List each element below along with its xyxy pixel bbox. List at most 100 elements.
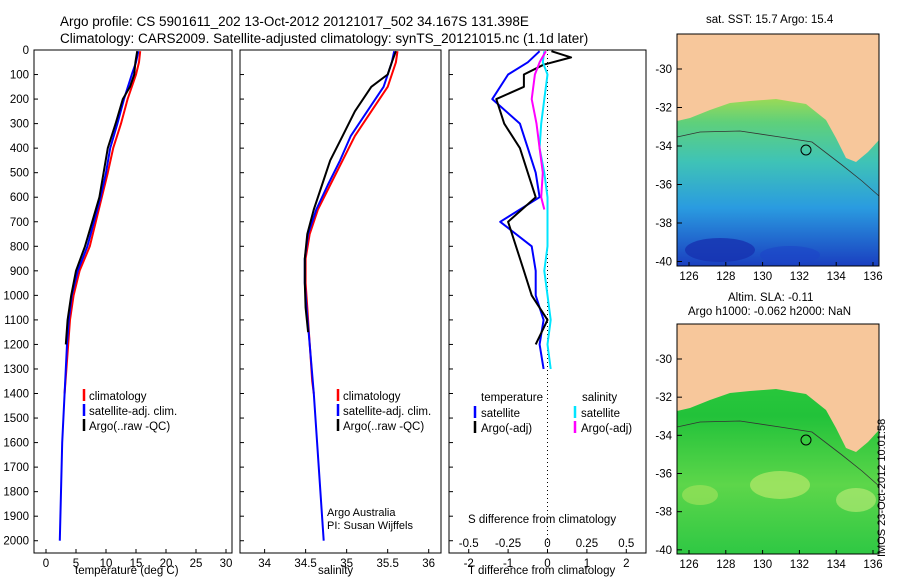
x-tick-label: 35.5	[376, 558, 398, 570]
x-tick-label: 15	[130, 558, 143, 570]
map-lat-tick-label: -30	[655, 64, 672, 76]
x-tick-label: 0	[43, 558, 49, 570]
legend-entry: Argo(-adj)	[481, 423, 532, 435]
argo-raw-qc--series	[303, 50, 397, 333]
x-tick-label: -2	[464, 558, 474, 570]
legend-header: salinity	[582, 392, 617, 404]
legend-entry: satellite-adj. clim.	[343, 406, 431, 418]
map-lat-tick-label: -34	[655, 141, 672, 153]
map-lat-tick-label: -40	[655, 545, 672, 557]
s-difference-tick-label: -0.25	[495, 538, 521, 550]
map-lon-tick-label: 126	[679, 559, 698, 571]
sla-map-frame	[676, 323, 880, 555]
depth-tick-label: 1700	[3, 462, 29, 474]
depth-tick-label: 1000	[3, 290, 29, 302]
x-tick-label: 36	[422, 558, 435, 570]
x-tick-label: 30	[220, 558, 233, 570]
temperature-argo-adj--series	[495, 50, 573, 345]
s-difference-tick-label: -0.5	[459, 538, 479, 550]
s-difference-tick-label: 0.25	[576, 538, 598, 550]
map-lat-tick-label: -30	[655, 354, 672, 366]
sst-map-title: sat. SST: 15.7 Argo: 15.4	[706, 14, 834, 26]
x-tick-label: 5	[73, 558, 79, 570]
depth-tick-label: 400	[10, 143, 29, 155]
sst-cold-patch	[760, 246, 820, 264]
sst-map-frame	[676, 33, 880, 267]
salinity-axes: 34 34.5 35 35.5 36 climatology satellite-adj. …	[240, 49, 435, 570]
sla-depth-contour	[676, 420, 880, 487]
sst-argo-location-marker	[800, 144, 812, 156]
depth-tick-label: 1200	[3, 339, 29, 351]
depth-tick-label: 700	[10, 217, 29, 229]
map-lat-tick-label: -32	[655, 392, 672, 404]
temperature-panel-frame	[33, 49, 233, 554]
legend-entry: Argo(-adj)	[581, 423, 632, 435]
sst-map	[676, 33, 880, 267]
depth-tick-label: 900	[10, 266, 29, 278]
salinity-argo-adj--series	[530, 50, 547, 210]
climatology-series	[63, 51, 142, 394]
sst-cold-patch	[685, 238, 755, 262]
legend-entry: Argo(..raw -QC)	[89, 421, 170, 433]
sla-map-title-line2: Argo h1000: -0.062 h2000: NaN	[688, 306, 852, 318]
map-lat-tick-label: -36	[655, 469, 672, 481]
credit-line1: Argo Australia	[327, 507, 396, 519]
s-difference-tick-label: 0.5	[618, 538, 634, 550]
salinity-satellite-series	[538, 51, 552, 370]
s-difference-x-axis-label: S difference from climatology	[468, 514, 617, 526]
map-lat-tick-label: -40	[655, 257, 672, 269]
depth-tick-label: 1300	[3, 364, 29, 376]
salinity-x-axis-label: salinity	[318, 565, 354, 577]
figure-title-line2: Climatology: CARS2009. Satellite-adjuste…	[60, 31, 589, 46]
s-difference-tick-label: 0	[544, 538, 550, 550]
salinity-panel-frame	[239, 49, 442, 554]
x-tick-label: 2	[623, 558, 629, 570]
depth-tick-label: 300	[10, 119, 29, 131]
sla-land	[677, 324, 879, 452]
map-lon-tick-label: 132	[790, 271, 809, 283]
map-lat-tick-label: -36	[655, 180, 672, 192]
map-lat-tick-label: -32	[655, 103, 672, 115]
x-tick-label: 35	[340, 558, 353, 570]
sla-high-patch	[682, 485, 718, 505]
x-tick-label: -1	[503, 558, 513, 570]
depth-tick-label: 600	[10, 192, 29, 204]
depth-tick-label: 1400	[3, 389, 29, 401]
depth-tick-label: 1800	[3, 487, 29, 499]
depth-tick-label: 100	[10, 70, 29, 82]
argo-raw-qc--series	[64, 51, 139, 345]
map-lon-tick-label: 126	[679, 271, 698, 283]
satellite-adj-clim--series	[58, 50, 140, 541]
credit-line2: PI: Susan Wijffels	[327, 520, 413, 532]
legend-entry: climatology	[343, 391, 401, 403]
depth-tick-label: 1100	[4, 315, 29, 327]
depth-tick-label: 800	[10, 241, 29, 253]
map-lat-tick-label: -34	[655, 430, 672, 442]
sst-depth-contour	[676, 130, 880, 197]
sla-high-patch	[750, 471, 810, 499]
map-lat-tick-label: -38	[655, 218, 672, 230]
temperature-axes: 0100200300400500600700800900100011001200…	[3, 45, 232, 570]
map-lon-tick-label: 130	[753, 559, 772, 571]
map-lon-tick-label: 128	[716, 559, 735, 571]
map-lon-tick-label: 136	[863, 271, 882, 283]
x-tick-label: 34.5	[294, 558, 316, 570]
map-lon-tick-label: 130	[753, 271, 772, 283]
sla-high-patch	[836, 488, 876, 512]
map-lat-tick-label: -38	[655, 507, 672, 519]
depth-tick-label: 200	[10, 94, 29, 106]
map-lon-tick-label: 132	[790, 559, 809, 571]
timestamp-stamp: IMOS 23-Oct-2012 10:01:58	[876, 418, 888, 557]
legend-header: temperature	[481, 392, 543, 404]
temperature-x-axis-label: temperature (deg C)	[75, 565, 179, 577]
map-lon-tick-label: 136	[863, 559, 882, 571]
depth-tick-label: 0	[23, 45, 29, 57]
depth-tick-label: 2000	[3, 536, 29, 548]
x-tick-label: 25	[190, 558, 203, 570]
x-tick-label: 10	[100, 558, 113, 570]
temperature-satellite-series	[491, 50, 545, 370]
depth-tick-label: 500	[10, 168, 29, 180]
depth-tick-label: 1900	[3, 511, 29, 523]
t-difference-x-axis-label: T difference from climatology	[468, 565, 616, 577]
